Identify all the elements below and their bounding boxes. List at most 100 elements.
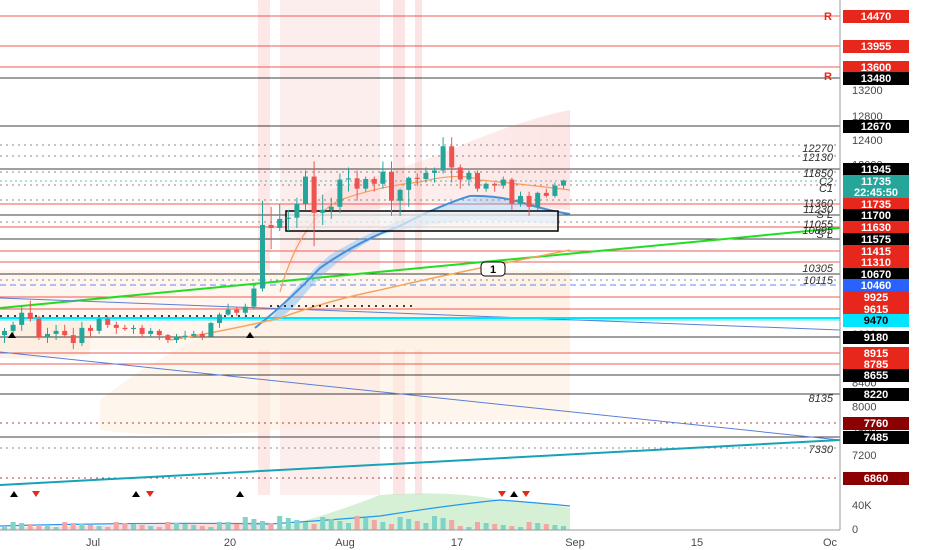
candle-body <box>199 333 205 337</box>
level-text-label: 12130 <box>802 152 833 164</box>
volume-bar <box>45 526 50 530</box>
forecast-cloud <box>0 316 90 359</box>
volume-bar <box>406 519 412 530</box>
price-badge <box>843 72 909 85</box>
level-text-label: 12270 <box>802 143 833 155</box>
price-tick-label: 13200 <box>852 85 883 97</box>
price-badge <box>843 431 909 444</box>
price-badge-label: 8915 <box>864 348 888 360</box>
price-badge <box>843 163 909 176</box>
candle-body <box>483 183 489 189</box>
time-tick-label: Oc <box>823 537 838 549</box>
price-badge <box>843 186 909 199</box>
volume-bar <box>440 518 446 530</box>
candle-body <box>268 224 274 228</box>
annotation-callout[interactable]: 1 <box>480 261 506 277</box>
support-zone-box[interactable] <box>285 210 559 232</box>
price-badge-label: 11415 <box>861 246 891 258</box>
candle-body <box>457 167 463 180</box>
level-text-label: S L <box>816 209 833 221</box>
candle-body <box>225 309 231 315</box>
signal-marker <box>498 491 506 497</box>
level-text-label: 10305 <box>802 263 833 275</box>
candle-body <box>509 179 515 204</box>
level-lines <box>0 15 840 479</box>
volume-bar <box>225 522 231 530</box>
candle-body <box>251 288 257 307</box>
price-badge-label: 9470 <box>864 315 888 327</box>
resistance-marker: R <box>824 11 832 23</box>
signal-marker <box>146 491 154 497</box>
volume-bar <box>156 527 162 530</box>
price-badge-label: 9180 <box>864 332 888 344</box>
candle-body <box>449 146 455 168</box>
volume-bar <box>380 522 386 530</box>
volume-bar <box>242 517 248 530</box>
volume-bar <box>268 523 274 530</box>
resistance-marker: R <box>824 71 832 83</box>
level-text-label: 11850 <box>803 168 834 180</box>
price-badge-label: 13955 <box>861 41 892 53</box>
candle-body <box>242 306 248 313</box>
candle-body <box>328 206 334 210</box>
time-axis[interactable]: Jul 20 Aug 17 Sep 15 Oc <box>86 537 838 549</box>
candle-body <box>432 170 437 173</box>
price-badge <box>843 331 909 344</box>
time-tick-label: 17 <box>451 537 463 549</box>
price-badge <box>843 388 909 401</box>
volume-bar <box>363 518 369 530</box>
candle-body <box>303 176 308 204</box>
candle-body <box>165 335 171 340</box>
volume-bar <box>500 525 506 530</box>
candle-body <box>10 324 16 331</box>
candle-body <box>371 178 377 184</box>
volume-bar <box>191 525 197 530</box>
level-text-label: 10895 <box>802 225 833 237</box>
level-text-label: 11230 <box>803 204 834 216</box>
volume-bar <box>199 526 205 530</box>
candle-body <box>346 178 351 180</box>
level-text-label: 11360 <box>803 198 834 210</box>
level-text-label: S L <box>816 229 833 241</box>
price-badge <box>843 358 909 371</box>
volume-bar <box>526 522 532 530</box>
trendline-green <box>0 227 841 309</box>
price-tick-label: 7200 <box>852 450 876 462</box>
price-tick-label: 12400 <box>852 135 883 147</box>
volume-bar <box>492 524 498 530</box>
price-badge <box>843 198 909 211</box>
candle-body <box>500 179 506 186</box>
candle-body <box>552 185 558 196</box>
volume-bar <box>346 523 351 530</box>
price-badge-label: 7485 <box>864 432 888 444</box>
volume-bar <box>423 523 429 530</box>
candle-body <box>526 195 532 207</box>
signal-marker <box>8 332 16 338</box>
price-badge <box>843 61 909 74</box>
price-badge-label: 8220 <box>864 389 888 401</box>
candle-body <box>70 335 76 344</box>
candle-body <box>79 327 85 344</box>
price-badge <box>843 279 909 292</box>
price-badge-label: 11735 <box>861 199 891 211</box>
volume-bar <box>285 518 291 530</box>
price-badge <box>843 417 909 430</box>
signal-marker <box>32 491 40 497</box>
candlestick-series <box>2 137 566 350</box>
candle-body <box>397 189 403 201</box>
price-badge-label: 11310 <box>861 257 891 269</box>
volume-bar <box>217 522 222 530</box>
volume-bar <box>294 520 300 530</box>
volume-tick-label: 40K <box>852 500 872 512</box>
volume-bar <box>131 524 136 530</box>
annotation-label: 1 <box>490 264 496 276</box>
candle-body <box>543 192 549 196</box>
candle-body <box>535 192 541 207</box>
time-tick-label: Aug <box>335 537 355 549</box>
time-tick-label: Sep <box>565 537 585 549</box>
volume-bar <box>466 527 472 530</box>
signal-marker <box>236 491 244 497</box>
price-badge <box>843 256 909 269</box>
candle-body <box>45 333 50 337</box>
